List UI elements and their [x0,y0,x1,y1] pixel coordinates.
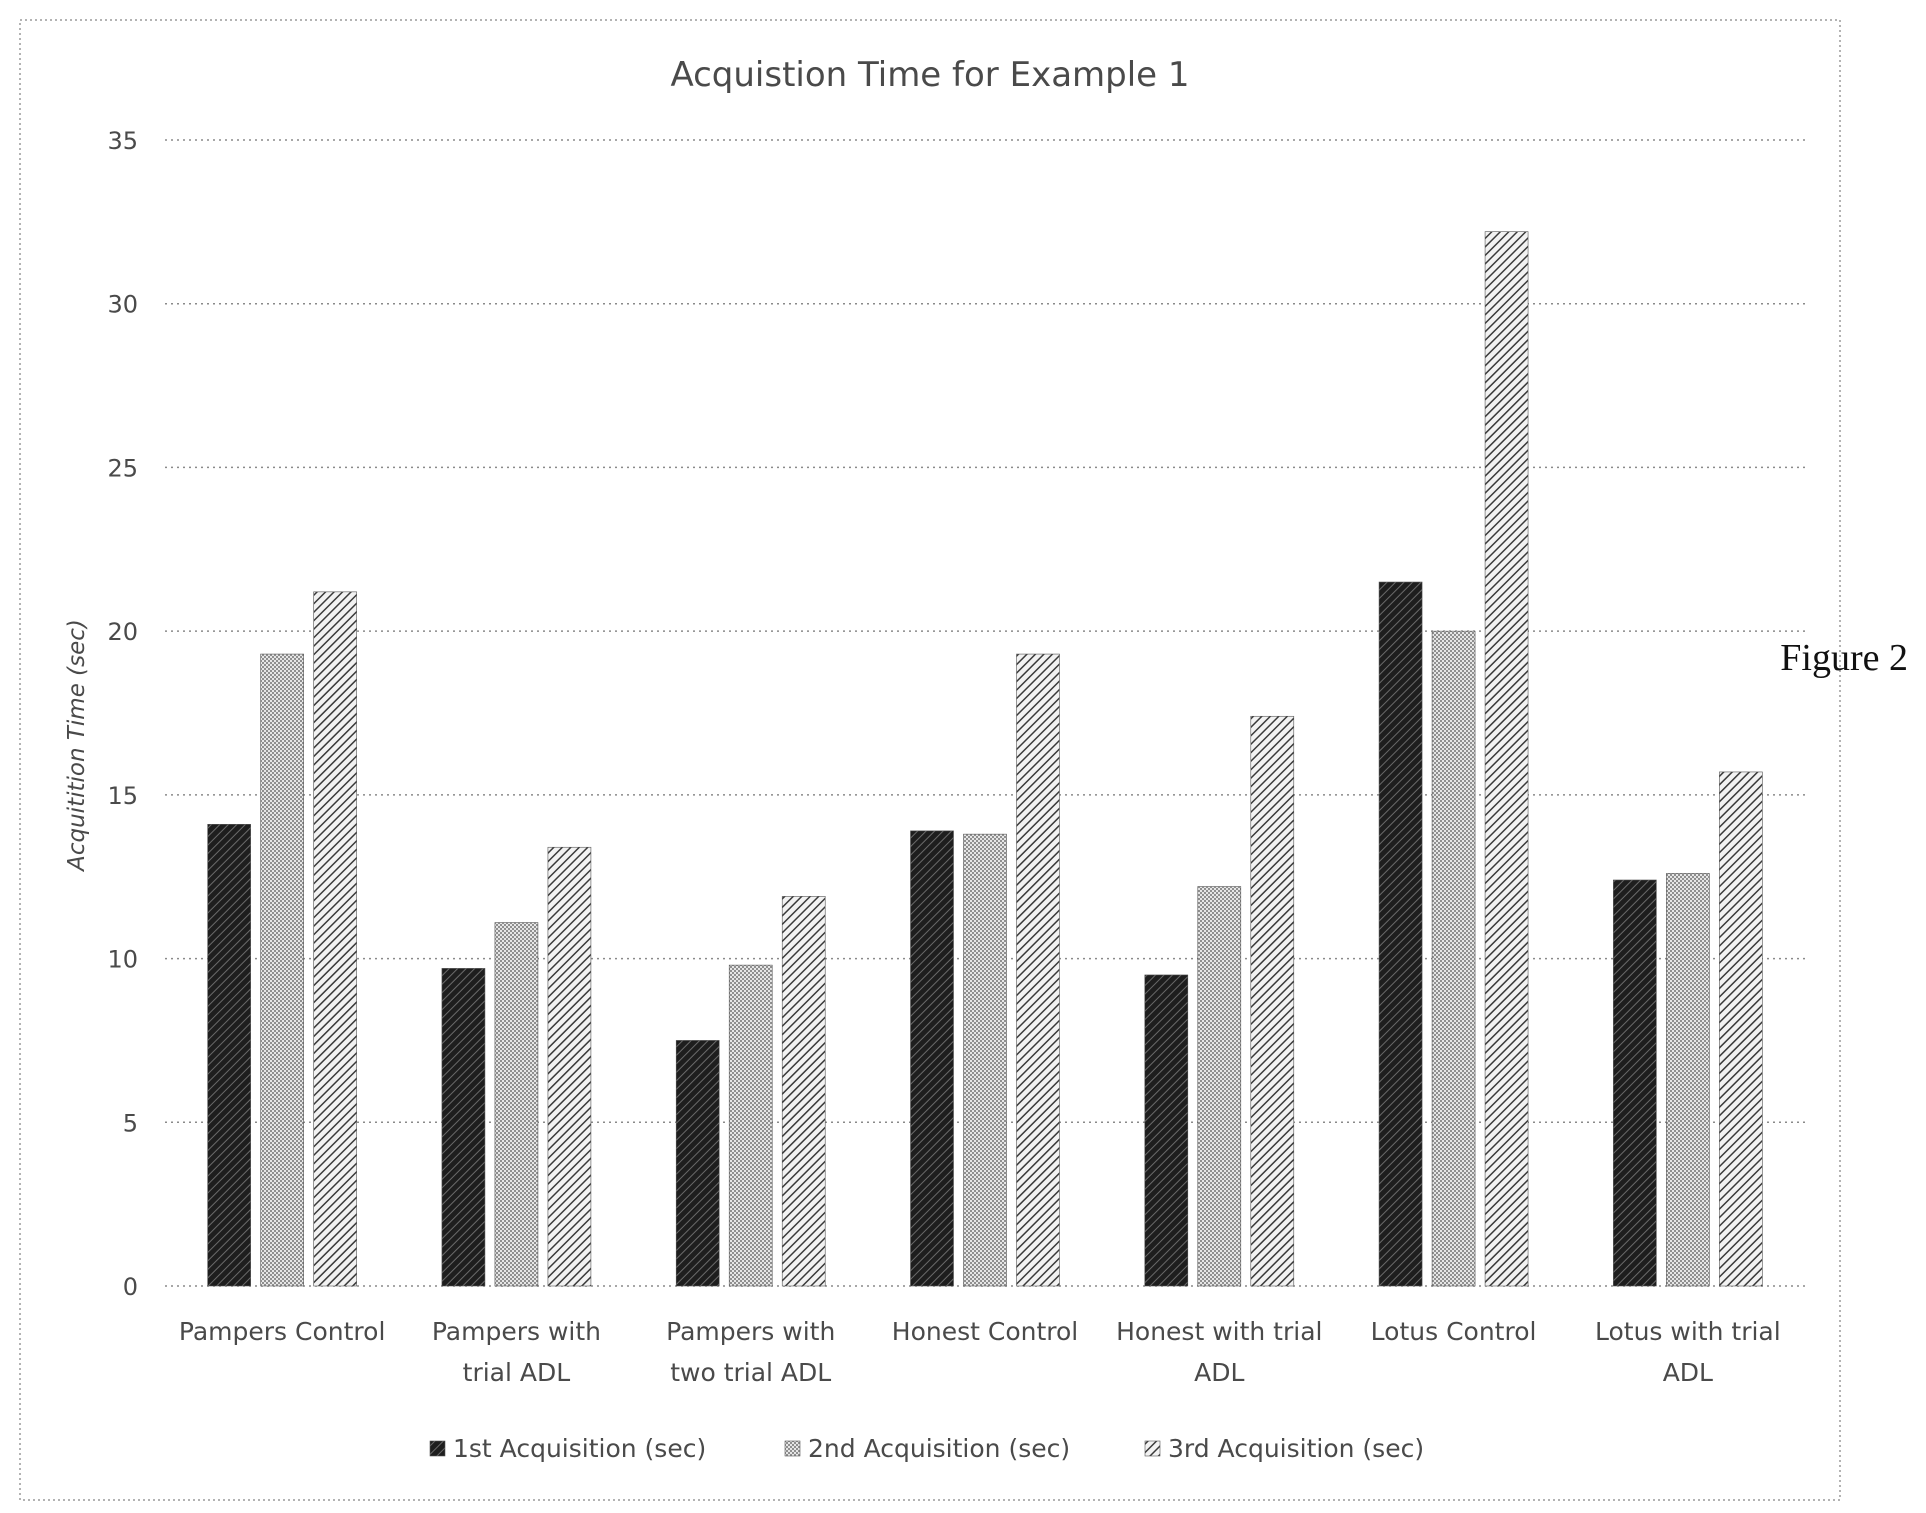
y-tick-label: 15 [107,782,138,810]
bar-series1-cat7 [1613,879,1657,1287]
x-tick-label: Honest Control [892,1317,1078,1346]
x-tick-label: Pampers Control [179,1317,386,1346]
legend-label-2: 2nd Acquisition (sec) [808,1434,1070,1463]
legend-swatch-3 [1144,1440,1161,1457]
y-tick-label: 5 [123,1109,138,1137]
x-axis-ticks: Pampers Control Pampers with trial ADL Pamp… [179,1317,1781,1387]
x-tick-label: ADL [1194,1358,1244,1387]
bar-series3-cat1 [313,591,357,1287]
chart-border [19,19,1841,1501]
x-tick-label: Pampers with [432,1317,601,1346]
bar-series2-cat2 [494,922,539,1287]
figure-label: Figure 2 [1780,637,1908,679]
bar-series2-cat6 [1431,630,1476,1287]
bar-series2-cat3 [728,964,773,1287]
chart-title: Acquistion Time for Example 1 [670,55,1189,95]
legend-label-1: 1st Acquisition (sec) [453,1434,706,1463]
x-tick-label: ADL [1663,1358,1713,1387]
bar-series1-cat5 [1144,974,1189,1287]
x-tick-label: Honest with trial [1116,1317,1322,1346]
y-axis-ticks: 0 5 10 15 20 25 30 35 [107,127,138,1301]
bar-series1-cat1 [207,824,251,1287]
bar-series1-cat2 [441,968,486,1287]
legend-label-3: 3rd Acquisition (sec) [1168,1434,1424,1463]
y-tick-label: 20 [107,618,138,646]
bar-series2-cat1 [260,653,304,1287]
y-tick-label: 35 [107,127,138,155]
bar-series3-cat5 [1250,715,1295,1287]
bars [207,231,1763,1287]
bar-series3-cat3 [781,896,826,1287]
y-tick-label: 25 [107,454,138,482]
x-tick-label: two trial ADL [670,1358,831,1387]
x-tick-label: Lotus with trial [1595,1317,1781,1346]
bar-series3-cat4 [1016,653,1060,1287]
y-tick-label: 30 [107,291,138,319]
bar-series3-cat2 [547,846,592,1287]
bar-series2-cat7 [1666,873,1710,1287]
y-axis-label: Acquitition Time (sec) [64,619,90,873]
y-tick-label: 10 [107,946,138,974]
x-tick-label: Pampers with [666,1317,835,1346]
legend: 1st Acquisition (sec) 2nd Acquisition (se… [429,1434,1424,1463]
bar-series3-cat6 [1484,231,1529,1287]
bar-series1-cat3 [675,1040,720,1287]
legend-swatch-1 [429,1440,446,1457]
bar-series1-cat4 [910,830,954,1287]
x-tick-label: trial ADL [463,1358,571,1387]
y-tick-label: 0 [123,1273,138,1301]
x-tick-label: Lotus Control [1371,1317,1537,1346]
bar-series2-cat4 [963,833,1007,1287]
bar-series2-cat5 [1197,886,1242,1287]
legend-swatch-2 [784,1440,801,1457]
bar-series3-cat7 [1719,771,1763,1287]
bar-series1-cat6 [1378,581,1423,1287]
